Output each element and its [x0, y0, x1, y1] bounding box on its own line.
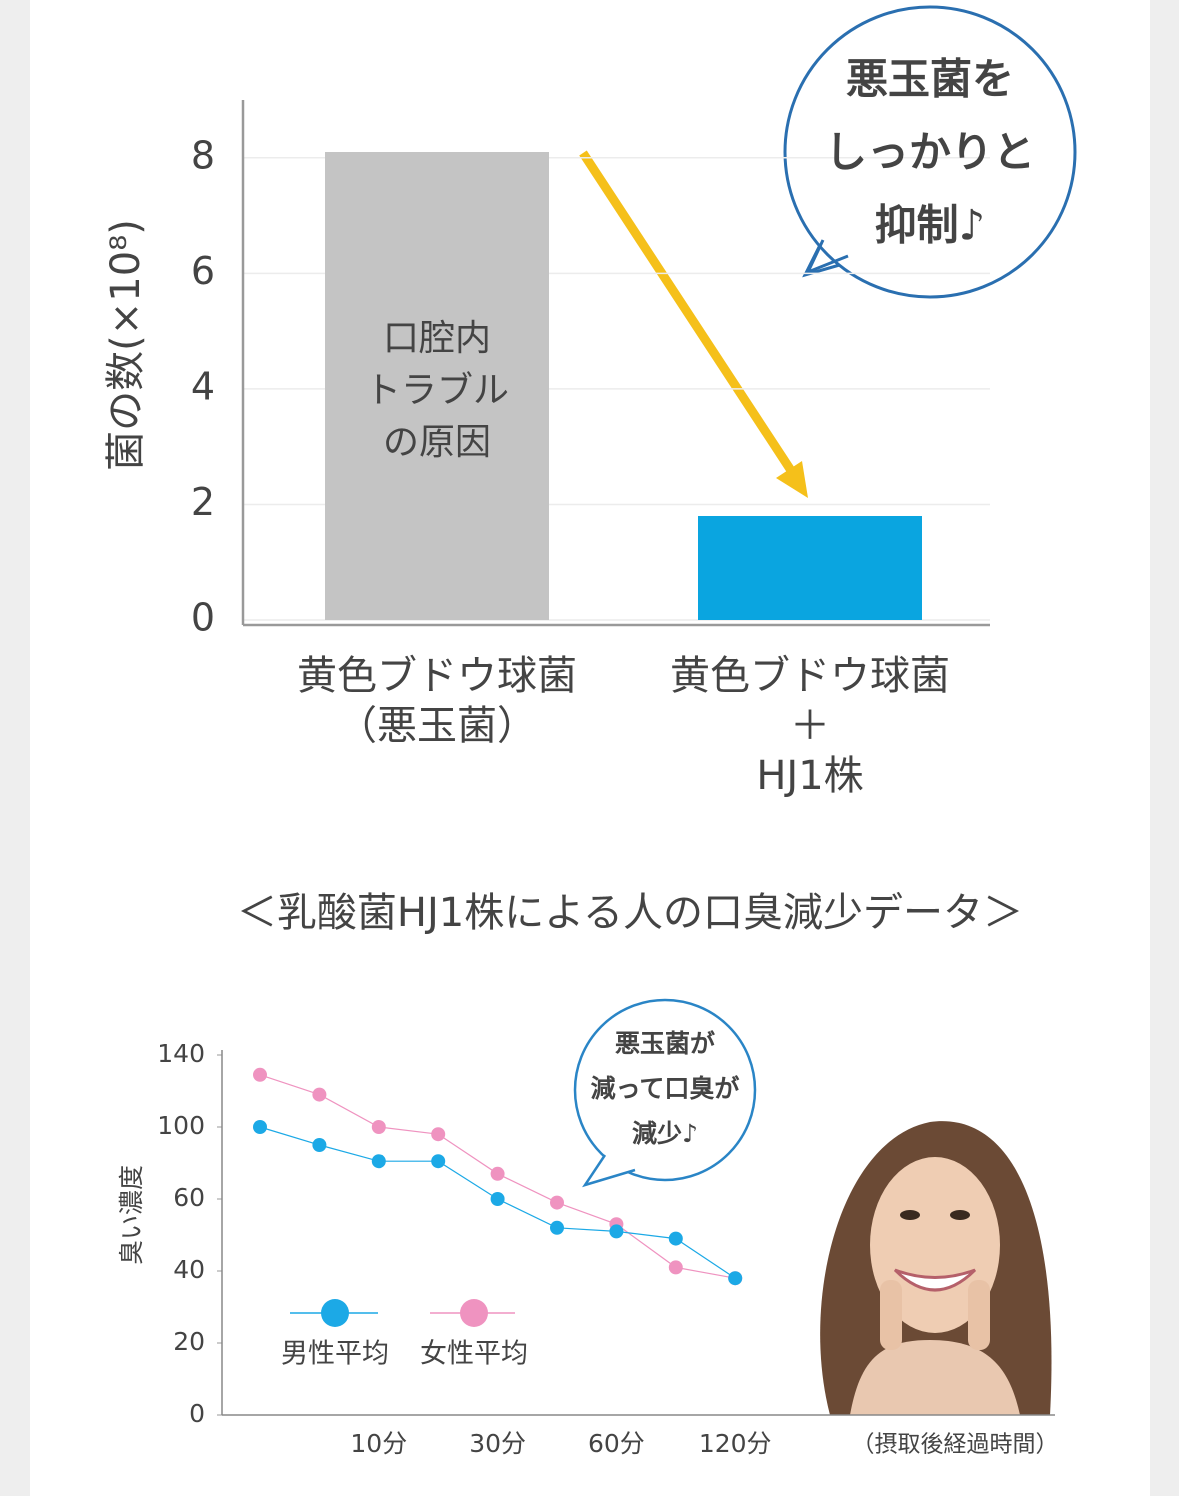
- data-point: [668, 1231, 683, 1246]
- y-tick-label: 0: [189, 1399, 205, 1428]
- annotation: 減って口臭が: [591, 1074, 740, 1103]
- data-point: [550, 1220, 564, 1235]
- x-tick-label: 黄色ブドウ球菌: [297, 653, 577, 699]
- x-tick-label: （悪玉菌）: [337, 703, 537, 749]
- y-tick-label: 6: [191, 249, 215, 293]
- y-tick-label: 100: [157, 1111, 205, 1140]
- bar-label: 口腔内: [383, 318, 491, 359]
- bar-label: トラブル: [365, 370, 509, 411]
- data-point: [490, 1166, 505, 1181]
- y-tick-label: 8: [191, 133, 215, 177]
- bar: [325, 152, 549, 620]
- data-point: [550, 1195, 564, 1210]
- annotation: 減少♪: [632, 1119, 698, 1148]
- data-point: [431, 1154, 446, 1169]
- annotation: 悪玉菌が: [615, 1029, 715, 1058]
- x-tick-label: 黄色ブドウ球菌: [670, 653, 950, 699]
- x-tick-label: ＋: [790, 703, 830, 749]
- speech-bubble: [573, 998, 757, 1188]
- legend-marker: [321, 1299, 349, 1327]
- y-tick-label: 4: [191, 364, 215, 408]
- y-axis-label: 菌の数(×10⁸): [103, 219, 149, 471]
- annotation: しっかりと: [825, 128, 1035, 177]
- legend-label: 男性平均: [281, 1339, 389, 1370]
- x-tick-label: 30分: [469, 1429, 526, 1458]
- legend-label: 女性平均: [420, 1339, 528, 1370]
- data-point: [371, 1120, 386, 1134]
- x-tick-label: 10分: [350, 1429, 407, 1458]
- data-point: [253, 1120, 267, 1134]
- annotation: 抑制♪: [875, 201, 986, 250]
- y-tick-label: 140: [157, 1039, 205, 1068]
- data-point: [490, 1192, 505, 1206]
- data-point: [431, 1127, 446, 1142]
- woman-photo: [820, 1121, 1052, 1415]
- x-tick-label: 120分: [699, 1429, 772, 1458]
- data-point: [312, 1087, 327, 1102]
- y-tick-label: 40: [173, 1255, 205, 1284]
- data-point: [668, 1260, 683, 1275]
- bar-label: の原因: [383, 422, 491, 463]
- data-point: [312, 1138, 327, 1152]
- y-tick-label: 2: [191, 480, 215, 524]
- y-tick-label: 60: [173, 1183, 205, 1212]
- bar: [698, 516, 922, 620]
- y-axis-label: 臭い濃度: [117, 1165, 146, 1265]
- y-tick-label: 0: [191, 596, 215, 640]
- data-point: [253, 1067, 267, 1082]
- x-axis-label: （摂取後経過時間）: [852, 1432, 1059, 1458]
- x-tick-label: HJ1株: [756, 753, 863, 799]
- arrow: [579, 150, 808, 498]
- chart-title: ＜乳酸菌HJ1株による人の口臭減少データ＞: [237, 890, 1023, 936]
- data-point: [728, 1271, 743, 1286]
- data-point: [371, 1154, 386, 1169]
- data-point: [609, 1224, 624, 1239]
- legend-marker: [460, 1299, 488, 1327]
- annotation: 悪玉菌を: [846, 55, 1014, 104]
- y-tick-label: 20: [173, 1327, 205, 1356]
- x-tick-label: 60分: [588, 1429, 645, 1458]
- speech-bubble: [783, 5, 1077, 299]
